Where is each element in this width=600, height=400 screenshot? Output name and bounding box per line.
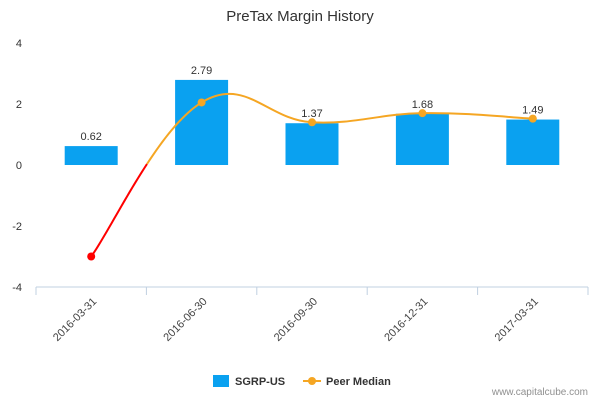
legend: SGRP-US Peer Median [213,375,391,388]
line-point [87,252,96,261]
line-series [87,92,537,261]
legend-label-line: Peer Median [326,376,391,388]
bar-series [64,79,560,165]
line-point [528,114,537,123]
x-tick-label: 2016-12-31 [382,296,430,344]
y-tick-label: -2 [12,221,22,233]
x-tick-label: 2016-03-31 [51,296,99,344]
line-point [197,98,206,107]
y-tick-label: 0 [16,160,22,172]
legend-swatch-marker [308,377,316,385]
legend-swatch-bar [213,375,229,387]
x-axis-ticks: 2016-03-31 2016-06-30 2016-09-30 2016-12-31… [35,287,589,344]
y-tick-label: 4 [16,38,22,50]
data-label: 0.62 [80,131,101,143]
line-point [418,109,427,118]
data-label: 1.68 [412,99,433,111]
data-label: 2.79 [191,65,212,77]
bar [395,113,449,165]
bar [64,146,118,165]
legend-label-bar: SGRP-US [235,376,285,388]
x-tick-label: 2016-06-30 [161,296,209,344]
bar [175,79,229,165]
line-segment [146,92,533,165]
bar [506,119,560,165]
y-tick-label: 2 [16,99,22,111]
data-label: 1.49 [522,105,543,117]
x-tick-label: 2016-09-30 [272,296,320,344]
chart-title: PreTax Margin History [226,8,374,25]
bar [285,123,339,165]
y-tick-label: -4 [12,282,22,294]
data-labels: 0.62 2.79 1.37 1.68 1.49 [80,65,543,143]
line-point [308,118,316,127]
credit-text: www.capitalcube.com [491,387,588,398]
y-axis-ticks: 4 2 0 -2 -4 [12,38,22,294]
line-segment-negative [90,163,148,258]
data-label: 1.37 [301,108,322,120]
x-tick-label: 2017-03-31 [493,296,541,344]
